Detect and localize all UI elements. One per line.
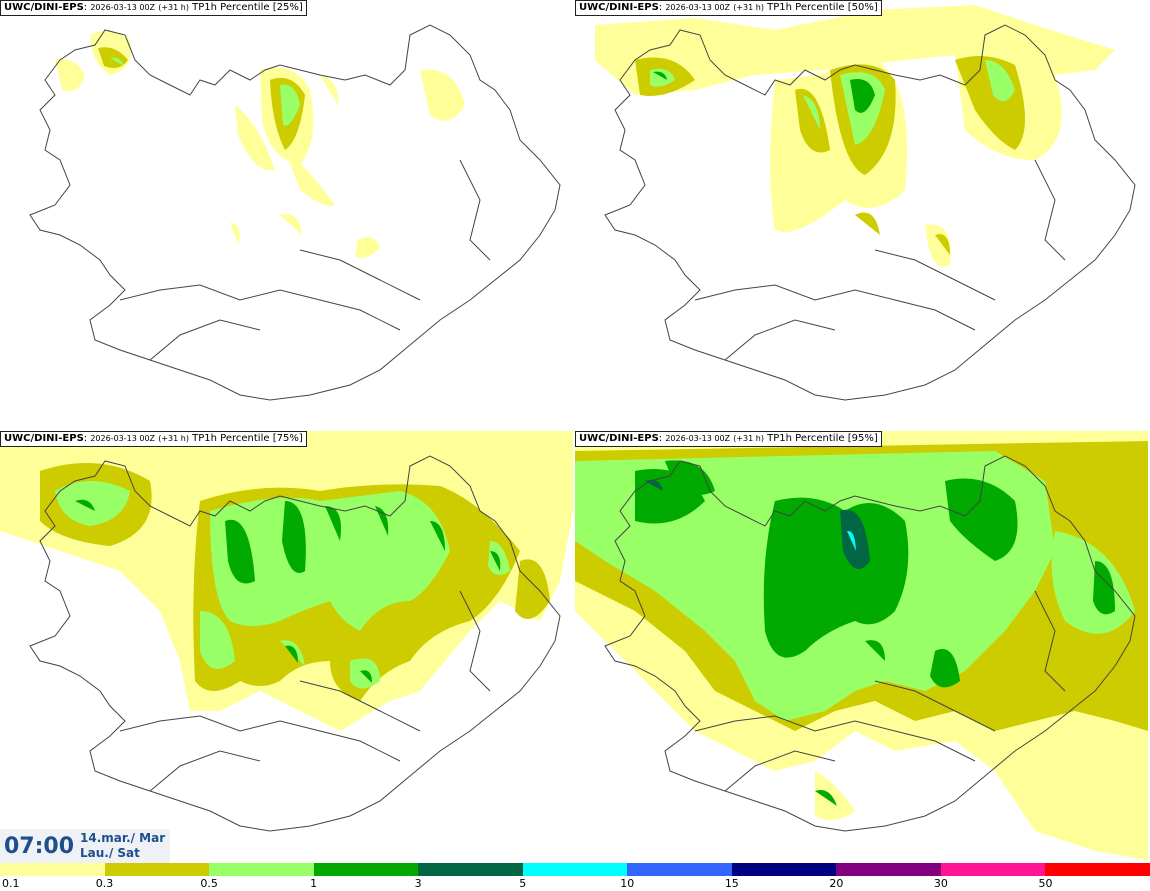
valid-time-box: 07:00 14.mar./ Mar Lau./ Sat — [0, 829, 170, 863]
map-panel-p25: UWC/DINI-EPS: 2026-03-13 00Z (+31 h) TP1… — [0, 0, 573, 429]
legend-swatch — [0, 863, 105, 876]
legend-label: 0.1 — [2, 877, 20, 890]
panel-title: UWC/DINI-EPS: 2026-03-13 00Z (+31 h) TP1… — [575, 431, 882, 447]
precip-map-p50 — [595, 5, 1136, 401]
legend-label: 50 — [1038, 877, 1053, 890]
valid-date: 14.mar./ Mar Lau./ Sat — [80, 831, 165, 861]
valid-date-line2: Lau./ Sat — [80, 846, 140, 860]
legend-swatch — [313, 863, 419, 876]
legend-label: 0.3 — [95, 877, 114, 890]
coastline — [604, 24, 1136, 401]
panel-title: UWC/DINI-EPS: 2026-03-13 00Z (+31 h) TP1… — [0, 0, 307, 16]
valid-time: 07:00 — [4, 834, 75, 859]
coastline — [29, 24, 561, 401]
legend-swatch — [418, 863, 523, 876]
precip-map-p75 — [0, 431, 573, 832]
legend-label: 0.5 — [200, 877, 218, 890]
map-panel-p50: UWC/DINI-EPS: 2026-03-13 00Z (+31 h) TP1… — [575, 0, 1148, 429]
legend-label: 20 — [829, 877, 844, 890]
legend-label: 10 — [620, 877, 635, 890]
precip-field — [0, 431, 573, 731]
precip-field — [595, 5, 1115, 267]
legend-swatch — [731, 863, 837, 876]
precip-map-p25 — [29, 24, 561, 401]
coastline — [29, 455, 561, 832]
legend-swatch — [1045, 863, 1150, 876]
panel-title: UWC/DINI-EPS: 2026-03-13 00Z (+31 h) TP1… — [0, 431, 307, 447]
precip-field — [575, 431, 1148, 860]
map-panel-p75: UWC/DINI-EPS: 2026-03-13 00Z (+31 h) TP1… — [0, 431, 573, 860]
legend-swatch — [836, 863, 941, 876]
precip-map-p95 — [575, 431, 1148, 860]
panel-title: UWC/DINI-EPS: 2026-03-13 00Z (+31 h) TP1… — [575, 0, 882, 16]
coastline — [604, 455, 1136, 832]
valid-date-line1: 14.mar./ Mar — [80, 831, 166, 845]
map-panel-p95: UWC/DINI-EPS: 2026-03-13 00Z (+31 h) TP1… — [575, 431, 1148, 860]
legend-swatch — [104, 863, 210, 876]
legend-label: 15 — [724, 877, 739, 890]
legend-label: 30 — [933, 877, 948, 890]
legend-swatch — [522, 863, 628, 876]
legend-bar — [0, 863, 1150, 876]
legend-swatch — [940, 863, 1046, 876]
legend-label: 3 — [414, 877, 422, 890]
legend-label: 5 — [519, 877, 527, 890]
legend-swatch — [627, 863, 732, 876]
color-legend: 0.1 0.3 0.5 1 3 5 10 15 20 30 50 — [0, 863, 1150, 891]
legend-swatch — [209, 863, 314, 876]
legend-label: 1 — [310, 877, 318, 890]
precip-field — [55, 31, 465, 258]
